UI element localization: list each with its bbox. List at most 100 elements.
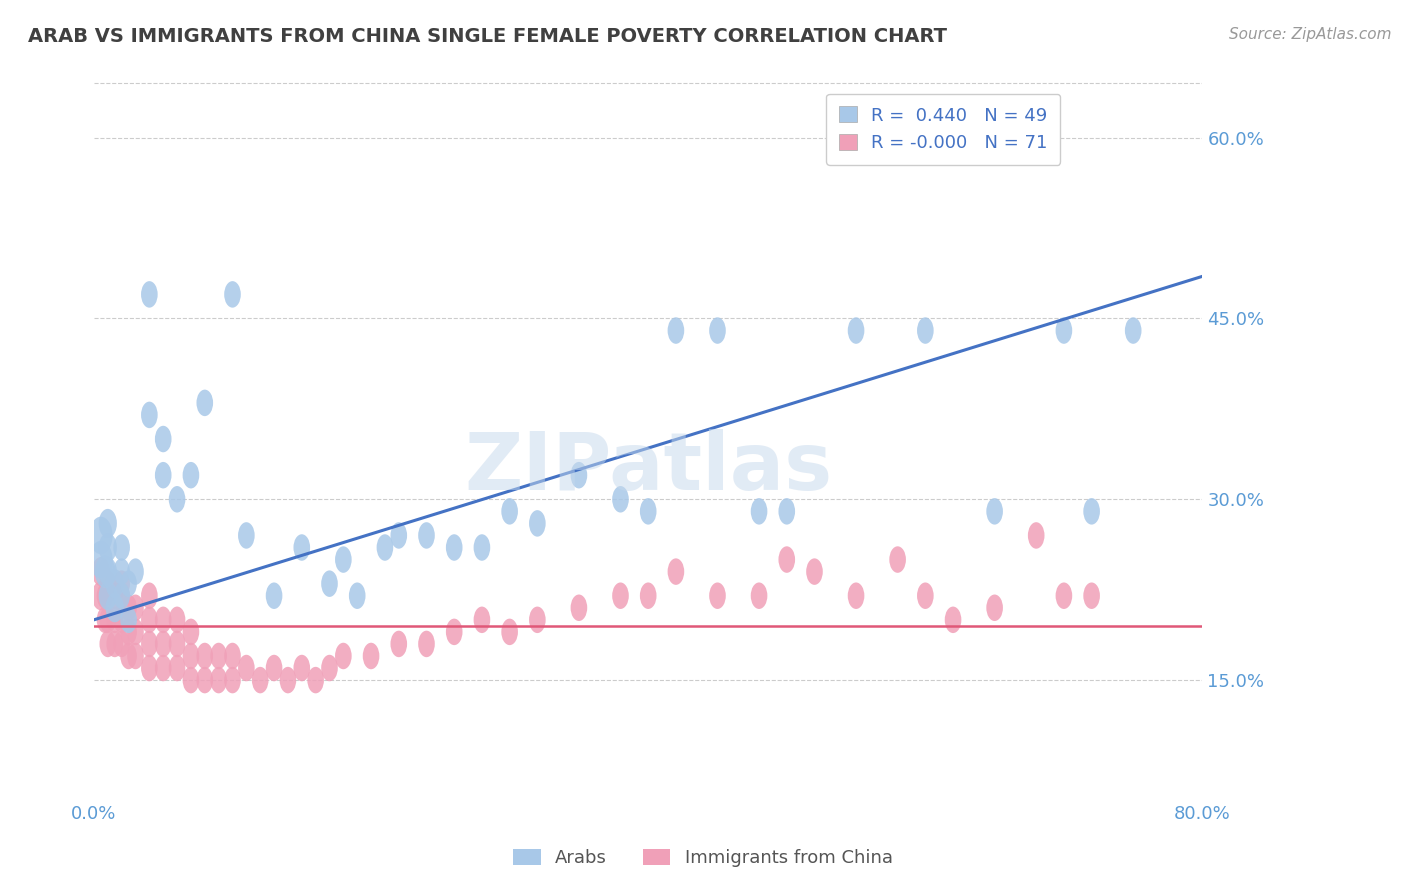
Ellipse shape [571,594,588,621]
Ellipse shape [668,318,685,343]
Ellipse shape [308,667,323,693]
Ellipse shape [612,582,628,609]
Ellipse shape [94,556,115,588]
Ellipse shape [169,655,186,681]
Ellipse shape [709,318,725,343]
Ellipse shape [183,619,200,645]
Ellipse shape [335,546,352,573]
Ellipse shape [890,546,905,573]
Ellipse shape [335,643,352,669]
Ellipse shape [121,619,136,645]
Ellipse shape [349,582,366,609]
Ellipse shape [224,281,240,308]
Ellipse shape [98,558,117,586]
Ellipse shape [211,643,226,669]
Ellipse shape [945,607,962,633]
Ellipse shape [266,582,283,609]
Ellipse shape [89,541,112,578]
Ellipse shape [238,522,254,549]
Ellipse shape [294,655,311,681]
Ellipse shape [197,667,214,693]
Ellipse shape [100,582,117,609]
Ellipse shape [107,631,124,657]
Ellipse shape [709,582,725,609]
Ellipse shape [612,486,628,513]
Ellipse shape [121,594,136,621]
Ellipse shape [640,582,657,609]
Ellipse shape [474,607,491,633]
Ellipse shape [183,643,200,669]
Ellipse shape [121,570,136,597]
Ellipse shape [1028,522,1045,549]
Ellipse shape [571,462,588,489]
Ellipse shape [779,546,794,573]
Ellipse shape [806,558,823,585]
Ellipse shape [169,631,186,657]
Ellipse shape [114,534,129,561]
Ellipse shape [155,655,172,681]
Ellipse shape [751,582,768,609]
Ellipse shape [97,582,114,609]
Ellipse shape [446,534,463,561]
Ellipse shape [155,425,172,452]
Ellipse shape [91,558,110,586]
Ellipse shape [155,462,172,489]
Ellipse shape [529,510,546,537]
Ellipse shape [155,631,172,657]
Ellipse shape [100,631,117,657]
Ellipse shape [98,508,117,538]
Ellipse shape [474,534,491,561]
Ellipse shape [1083,582,1099,609]
Ellipse shape [183,667,200,693]
Text: ARAB VS IMMIGRANTS FROM CHINA SINGLE FEMALE POVERTY CORRELATION CHART: ARAB VS IMMIGRANTS FROM CHINA SINGLE FEM… [28,27,948,45]
Ellipse shape [105,569,124,599]
Ellipse shape [114,570,129,597]
Ellipse shape [141,631,157,657]
Text: Source: ZipAtlas.com: Source: ZipAtlas.com [1229,27,1392,42]
Ellipse shape [986,594,1002,621]
Ellipse shape [141,607,157,633]
Ellipse shape [211,667,226,693]
Ellipse shape [1083,498,1099,524]
Ellipse shape [127,594,143,621]
Ellipse shape [321,655,337,681]
Ellipse shape [114,582,129,609]
Ellipse shape [363,643,380,669]
Ellipse shape [127,643,143,669]
Ellipse shape [169,607,186,633]
Ellipse shape [121,643,136,669]
Text: ZIPatlas: ZIPatlas [464,429,832,507]
Ellipse shape [668,558,685,585]
Ellipse shape [183,462,200,489]
Ellipse shape [418,522,434,549]
Ellipse shape [98,533,117,562]
Ellipse shape [121,607,136,633]
Ellipse shape [391,522,408,549]
Ellipse shape [848,318,865,343]
Ellipse shape [114,631,129,657]
Ellipse shape [141,281,157,308]
Ellipse shape [155,607,172,633]
Ellipse shape [91,582,110,610]
Ellipse shape [640,498,657,524]
Ellipse shape [141,401,157,428]
Ellipse shape [224,667,240,693]
Ellipse shape [779,498,794,524]
Ellipse shape [107,582,124,609]
Ellipse shape [986,498,1002,524]
Ellipse shape [751,498,768,524]
Ellipse shape [529,607,546,633]
Ellipse shape [917,582,934,609]
Ellipse shape [89,516,112,554]
Ellipse shape [294,534,311,561]
Ellipse shape [321,570,337,597]
Ellipse shape [224,643,240,669]
Legend: R =  0.440   N = 49, R = -0.000   N = 71: R = 0.440 N = 49, R = -0.000 N = 71 [827,94,1060,164]
Ellipse shape [100,607,117,633]
Ellipse shape [252,667,269,693]
Ellipse shape [1056,318,1073,343]
Ellipse shape [446,619,463,645]
Ellipse shape [391,631,408,657]
Ellipse shape [98,582,117,610]
Ellipse shape [1125,318,1142,343]
